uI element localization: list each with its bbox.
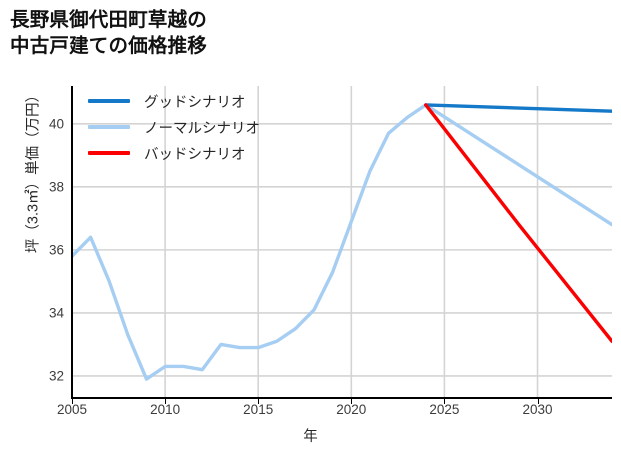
series-line-good (424, 103, 612, 113)
series-lines (72, 103, 612, 381)
legend-item[interactable]: グッドシナリオ (88, 92, 260, 111)
series-line-normal (72, 103, 612, 381)
y-tick-label: 32 (48, 368, 64, 384)
legend-item-label: グッドシナリオ (144, 94, 246, 111)
x-tick-label: 2015 (243, 402, 274, 417)
legend-item-label: バッドシナリオ (144, 146, 246, 163)
chart-legend: グッドシナリオ ノーマルシナリオ バッドシナリオ (88, 92, 260, 163)
series-line-bad (424, 103, 612, 343)
y-tick-label: 36 (48, 242, 64, 258)
y-tick-label: 40 (48, 116, 64, 132)
x-tick-mark (258, 399, 260, 404)
x-tick-label: 2025 (429, 402, 460, 417)
x-tick-mark (537, 399, 539, 404)
y-axis-line (71, 86, 73, 399)
legend-swatch-icon (88, 99, 130, 103)
legend-swatch-icon (88, 151, 130, 155)
x-tick-mark (165, 399, 167, 404)
legend-swatch-icon (88, 125, 130, 129)
x-tick-mark (72, 399, 73, 404)
x-tick-label: 2030 (522, 402, 553, 417)
legend-item-label: ノーマルシナリオ (144, 120, 260, 137)
x-tick-label: 2005 (56, 402, 88, 417)
legend-item[interactable]: ノーマルシナリオ (88, 118, 260, 137)
x-axis-title: 年 (303, 429, 318, 445)
x-tick-mark (351, 399, 353, 404)
y-tick-label: 38 (48, 179, 64, 195)
x-tick-label: 2010 (150, 402, 181, 417)
y-tick-label: 34 (48, 305, 64, 321)
plot-svg (72, 86, 612, 398)
plot-area (72, 86, 612, 398)
y-axis-title: 坪（3.3㎡）単価（万円） (25, 87, 42, 254)
x-tick-label: 2020 (336, 402, 367, 417)
x-tick-mark (444, 399, 446, 404)
legend-item[interactable]: バッドシナリオ (88, 144, 260, 163)
x-axis-line (71, 397, 612, 399)
page-title: 長野県御代田町草越の 中古戸建ての価格推移 (10, 9, 208, 57)
